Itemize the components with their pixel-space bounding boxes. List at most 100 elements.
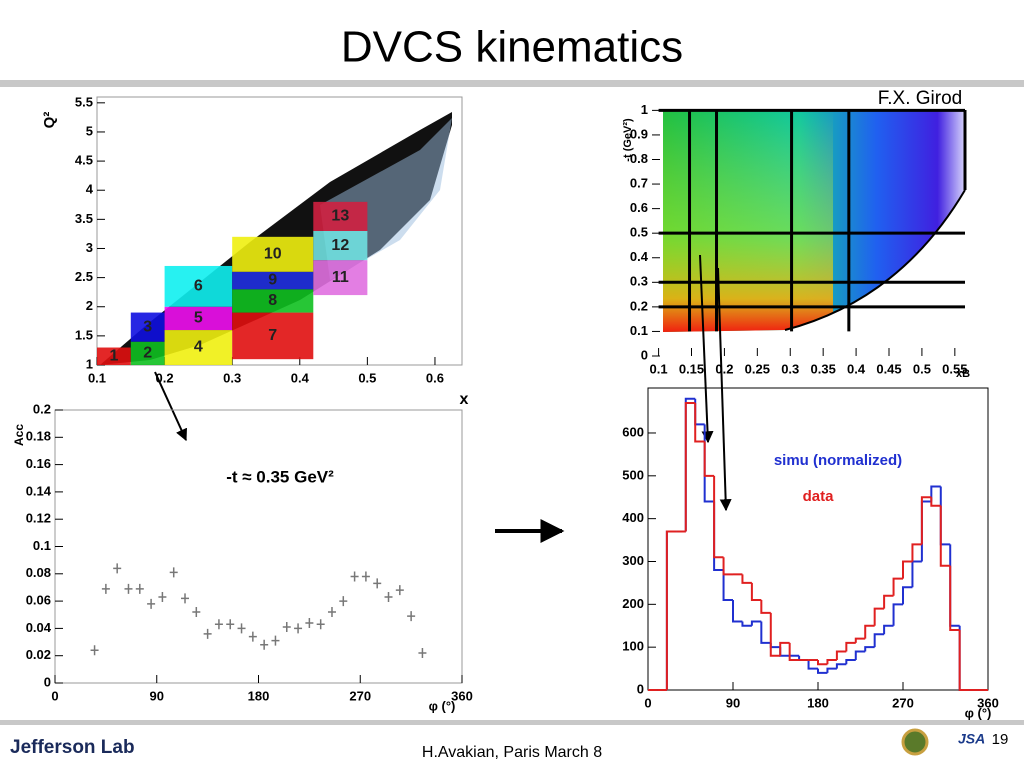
histogram-bin (930, 497, 941, 507)
y-tick-label: 0 (637, 681, 644, 696)
footer-rule (0, 720, 1024, 725)
histogram-bin (883, 594, 894, 609)
x-tick-label: 360 (451, 688, 473, 703)
histogram-bin (817, 660, 828, 666)
y-tick-label: 1.5 (75, 327, 93, 342)
kinematic-bin (164, 330, 233, 365)
x-tick-label: 0 (644, 695, 651, 710)
histogram-bin (694, 398, 705, 426)
histogram-bin (873, 633, 885, 648)
x-tick-label: 0.3 (781, 361, 799, 376)
arrow (699, 254, 714, 444)
histogram-bin (703, 441, 715, 477)
data-point (226, 619, 235, 630)
histogram-bin (722, 570, 733, 602)
y-tick-label: 0.08 (26, 565, 51, 580)
y-tick-label: 0 (641, 347, 648, 362)
x-tick-label: 0.1 (650, 361, 668, 376)
y-tick-label: 2.5 (75, 269, 93, 284)
y-tick-label: 0.2 (33, 401, 51, 416)
data-point (316, 619, 325, 630)
x-tick-label: 0 (51, 688, 58, 703)
histogram-bin (892, 603, 903, 626)
plot-frame (647, 387, 989, 691)
footer-text: H.Avakian, Paris March 8 (422, 744, 602, 761)
data-point (282, 622, 291, 633)
histogram-bin (873, 607, 885, 626)
y-tick-label: 0.06 (26, 593, 51, 608)
y-tick-label: 400 (622, 510, 644, 525)
y-tick-label: 0.5 (630, 225, 648, 240)
histogram-bin (835, 650, 847, 661)
data-point (214, 619, 223, 630)
histogram-bin (760, 621, 771, 644)
data-point (101, 583, 110, 594)
histogram-bin (883, 624, 894, 635)
x-tick-label: 0.35 (811, 361, 836, 376)
histogram-bin (958, 625, 970, 691)
kinematic-bin (232, 271, 314, 290)
histogram-bin (713, 475, 724, 559)
data-point (294, 623, 303, 634)
y-tick-label: 500 (622, 467, 644, 482)
histogram-bin (864, 646, 875, 652)
kinematic-bin (313, 260, 368, 296)
histogram-bin (911, 543, 922, 562)
y-tick-label: 0.8 (630, 151, 648, 166)
x-tick-label: 180 (807, 695, 829, 710)
histogram-bin (939, 505, 951, 567)
y-tick-label: 4.5 (75, 153, 93, 168)
kinematic-bin (232, 236, 314, 272)
histogram-bin (741, 621, 752, 627)
y-tick-label: 0.7 (630, 175, 648, 190)
kinematic-bin (232, 289, 314, 313)
histogram-bin (920, 496, 932, 545)
y-tick-label: 0.4 (630, 249, 649, 264)
y-tick-label: 3 (86, 240, 93, 255)
bin-label: 5 (194, 310, 203, 327)
x-tick-label: 0.45 (876, 361, 901, 376)
histogram-bin (788, 642, 800, 662)
plot-frame (96, 96, 463, 366)
data-point (407, 611, 416, 622)
histogram-bin (920, 500, 932, 562)
y-tick-label: 1 (86, 356, 93, 371)
histogram-bin (684, 397, 696, 532)
data-point (260, 639, 269, 650)
kinematic-bin (232, 312, 314, 360)
histogram-bin (864, 624, 875, 639)
data-point (147, 598, 156, 609)
y-tick-label: 0.1 (630, 323, 648, 338)
data-point (418, 647, 427, 658)
kinematic-boundary (784, 189, 966, 331)
y-axis-label: -t (GeV²) (622, 118, 634, 162)
legend-entry: simu (normalized) (774, 452, 902, 469)
histogram-bin (835, 663, 847, 669)
data-point (135, 583, 144, 594)
histogram-bin (845, 641, 856, 652)
data-point (181, 593, 190, 604)
bin-label: 1 (109, 347, 118, 364)
x-tick-label: 0.6 (426, 370, 444, 385)
histogram-bin (854, 650, 866, 661)
histogram-bin (665, 530, 677, 690)
histogram-bin (769, 612, 781, 657)
plot-frame (54, 409, 463, 684)
histogram-bin (949, 544, 960, 627)
logo-seal (901, 728, 929, 756)
heatmap-fill (663, 110, 965, 332)
kinematic-bin (97, 347, 131, 365)
y-tick-label: 600 (622, 424, 644, 439)
y-tick-label: 0 (44, 674, 51, 689)
histogram-bin (665, 530, 677, 690)
x-tick-label: 0.15 (679, 361, 704, 376)
histogram-bin (902, 560, 913, 579)
data-point (158, 592, 167, 603)
x-tick-label: 0.4 (291, 370, 310, 385)
bin-label: 4 (194, 339, 203, 356)
data-point (271, 635, 280, 646)
histogram-bin (769, 642, 781, 649)
x-tick-label: 0.55 (942, 361, 967, 376)
y-tick-label: 0.12 (26, 511, 51, 526)
histogram-bin (817, 668, 828, 674)
